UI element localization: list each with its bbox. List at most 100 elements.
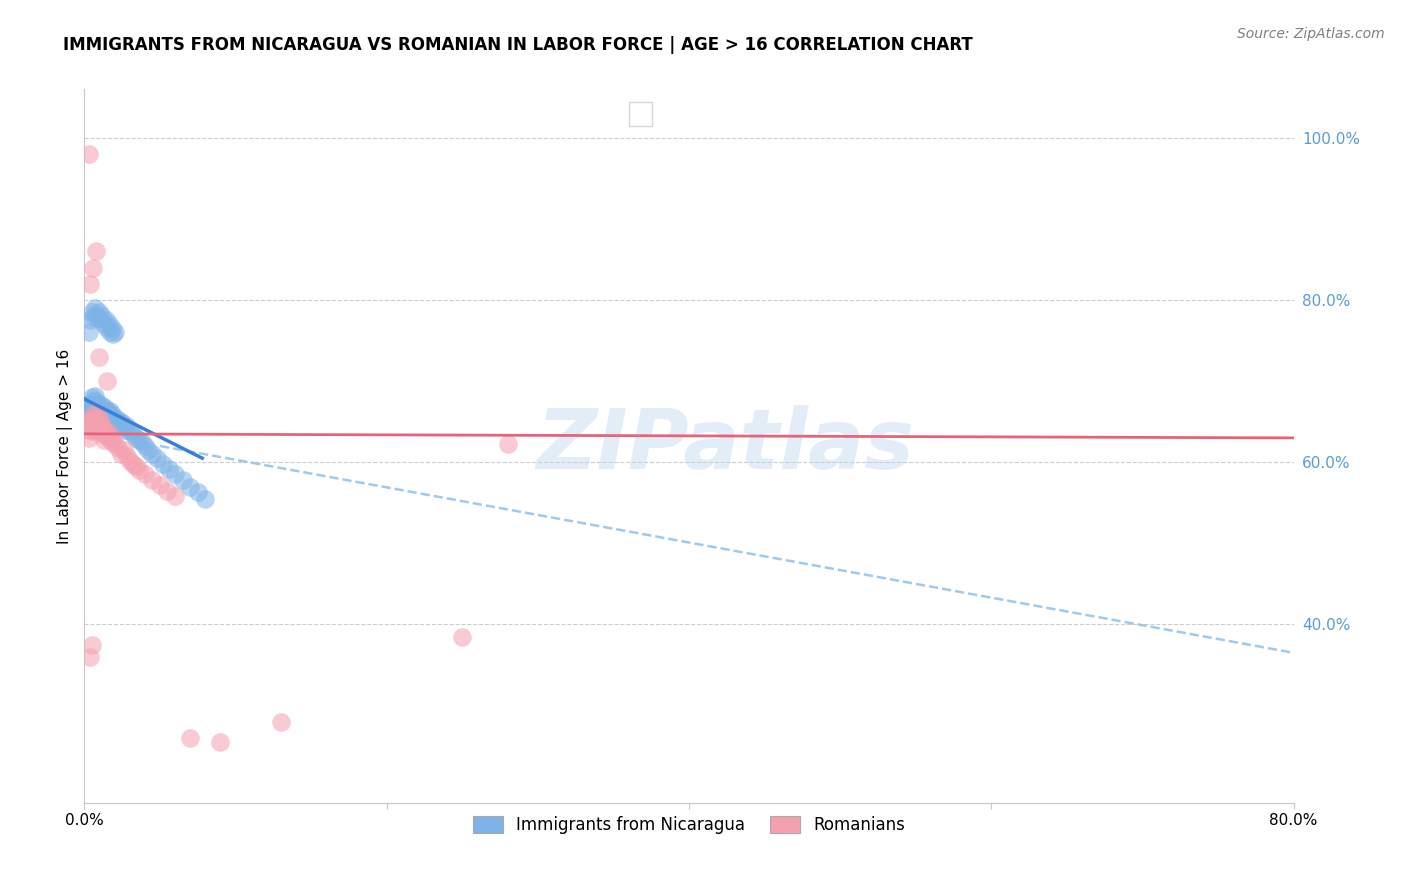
Point [91,418,114,433]
Point [77,415,100,429]
Point [110,415,132,429]
Point [96,374,118,388]
Point [82,260,104,275]
Point [80,408,103,422]
Point [90,398,112,412]
Point [96,408,118,422]
Point [90,425,112,439]
Point [89,400,111,414]
Point [114,423,136,437]
Point [98,408,121,422]
Point [100,434,122,449]
Point [76,399,98,413]
Point [115,418,138,433]
Point [91,402,114,417]
Point [87,397,110,411]
Point [100,321,122,335]
Point [112,443,135,458]
Point [84,301,107,315]
Point [125,431,148,445]
Point [89,410,111,425]
Point [82,417,104,431]
Point [82,394,104,409]
Point [84,398,107,412]
Legend: Immigrants from Nicaragua, Romanians: Immigrants from Nicaragua, Romanians [465,809,912,841]
Y-axis label: In Labor Force | Age > 16: In Labor Force | Age > 16 [58,349,73,543]
Point [89,305,111,319]
Point [93,400,115,414]
Point [79,418,101,433]
Point [82,404,104,418]
Point [80,410,103,425]
Point [97,318,120,332]
Point [156,483,179,498]
Point [104,437,127,451]
Point [121,457,143,471]
Point [87,310,110,325]
Point [84,410,107,425]
Point [128,463,150,477]
Point [80,425,103,439]
Point [270,714,292,729]
Point [172,473,194,487]
Point [152,457,174,471]
Point [194,491,217,506]
Point [100,407,122,421]
Point [79,313,101,327]
Point [87,408,110,422]
Point [101,433,124,447]
Point [101,327,124,342]
Point [115,449,138,463]
Point [187,485,209,500]
Point [82,310,104,324]
Point [93,423,115,437]
Point [131,434,153,449]
Point [179,479,201,493]
Point [84,389,107,403]
Point [94,425,117,439]
Point [101,415,124,429]
Point [76,423,98,437]
Point [90,313,112,327]
Point [94,410,117,425]
Text: ZIPatlas: ZIPatlas [536,406,914,486]
Point [128,433,150,447]
Point [77,147,100,161]
Point [451,630,474,644]
Point [96,402,118,417]
Point [97,431,120,445]
Point [86,394,108,409]
Point [77,407,100,421]
Point [112,420,135,434]
Point [87,408,110,422]
Point [141,447,163,461]
Point [105,417,128,431]
Point [89,407,111,421]
Point [146,451,169,466]
Point [108,418,131,433]
Point [94,404,117,418]
Point [84,410,107,425]
Point [89,350,111,364]
Point [118,453,141,467]
Point [93,433,115,447]
Point [89,423,111,437]
Point [141,473,163,487]
Point [89,413,111,427]
Point [96,429,118,443]
Point [82,407,104,421]
Point [80,398,103,412]
Point [209,735,232,749]
Point [93,407,115,421]
Point [97,407,120,421]
Point [98,404,121,418]
Text: Source: ZipAtlas.com: Source: ZipAtlas.com [1237,27,1385,41]
Point [496,437,519,451]
Point [79,397,101,411]
Point [82,399,104,413]
Point [94,313,117,327]
Point [149,478,172,492]
Point [134,467,156,482]
Point [121,426,143,441]
Point [80,305,103,319]
